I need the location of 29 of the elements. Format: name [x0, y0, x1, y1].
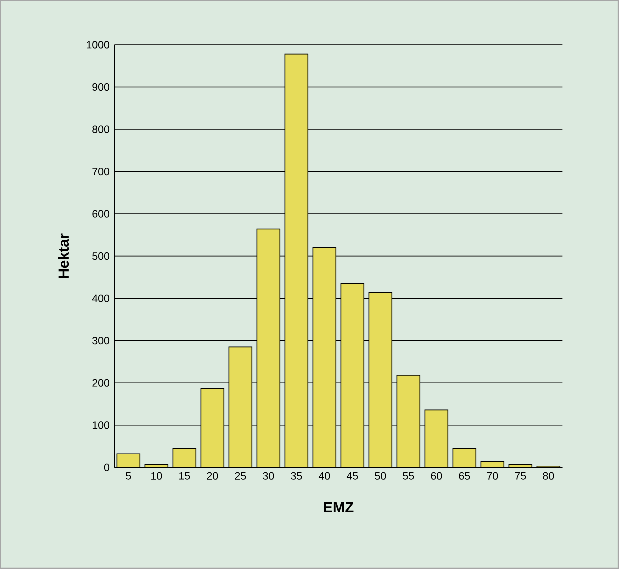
x-tick-label: 35	[291, 472, 302, 480]
x-tick-label: 75	[515, 472, 526, 480]
x-tick-label: 30	[263, 472, 274, 480]
y-tick-label: 100	[92, 422, 110, 430]
y-tick-label: 900	[92, 83, 110, 92]
y-axis-title: Hektar	[58, 234, 70, 278]
y-tick-label: 500	[92, 252, 110, 260]
y-tick-label: 1000	[87, 41, 110, 49]
y-tick-label: 200	[92, 379, 110, 387]
y-tick-label: 600	[92, 210, 110, 218]
y-tick-label: 300	[92, 337, 110, 345]
x-tick-label: 70	[487, 472, 498, 480]
x-tick-label: 45	[346, 472, 358, 480]
x-tick-label: 55	[403, 472, 414, 480]
y-tick-label: 0	[104, 464, 110, 472]
x-tick-label: 25	[235, 472, 246, 480]
x-tick-label: 40	[318, 472, 330, 480]
x-axis-title: EMZ	[324, 502, 354, 513]
x-tick-label: 80	[543, 472, 554, 480]
y-tick-label: 700	[92, 168, 110, 176]
x-tick-label: 65	[459, 472, 470, 480]
y-tick-label: 400	[92, 294, 110, 302]
x-tick-label: 50	[375, 472, 386, 480]
x-tick-label: 15	[180, 472, 190, 480]
x-tick-label: 10	[152, 472, 162, 480]
x-tick-label: 60	[431, 472, 442, 480]
x-tick-label: 20	[207, 472, 218, 480]
x-tick-label: 5	[126, 472, 132, 480]
y-tick-label: 800	[92, 126, 110, 134]
